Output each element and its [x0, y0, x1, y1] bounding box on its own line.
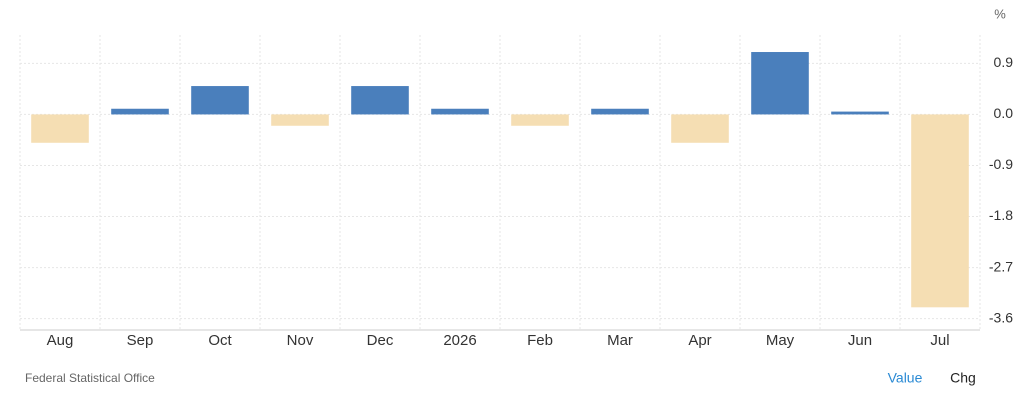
x-tick-label: 2026 — [443, 332, 476, 349]
bar — [191, 86, 249, 115]
y-tick-label: -2.7 — [989, 258, 1013, 274]
x-tick-label: Mar — [607, 332, 633, 349]
value-button[interactable]: Value — [888, 370, 923, 386]
x-tick-label: Jun — [848, 332, 872, 349]
bar — [431, 108, 489, 115]
x-tick-label: Sep — [127, 332, 154, 349]
bar — [751, 52, 809, 115]
bar — [671, 114, 729, 143]
y-tick-label: -3.6 — [989, 309, 1013, 325]
y-tick-label: 0.9 — [994, 54, 1014, 70]
y-tick-label: -0.9 — [989, 156, 1013, 172]
source: Federal Statistical Office — [25, 371, 155, 385]
x-tick-label: Aug — [47, 332, 74, 349]
x-tick-label: Feb — [527, 332, 553, 349]
bar — [911, 114, 969, 308]
bar — [831, 111, 889, 115]
y-unit: % — [994, 6, 1006, 21]
y-tick-label: -1.8 — [989, 207, 1013, 223]
bar — [351, 86, 409, 115]
chg-button[interactable]: Chg — [950, 370, 976, 386]
bar — [591, 108, 649, 115]
x-tick-label: May — [766, 332, 795, 349]
x-tick-label: Oct — [208, 332, 232, 349]
x-tick-label: Dec — [367, 332, 394, 349]
x-tick-label: Apr — [688, 332, 711, 349]
bar — [511, 114, 569, 126]
x-tick-label: Jul — [930, 332, 949, 349]
bar — [31, 114, 89, 143]
x-tick-label: Nov — [287, 332, 314, 349]
y-tick-label: 0.0 — [994, 105, 1014, 121]
bar — [271, 114, 329, 126]
bar — [111, 108, 169, 115]
